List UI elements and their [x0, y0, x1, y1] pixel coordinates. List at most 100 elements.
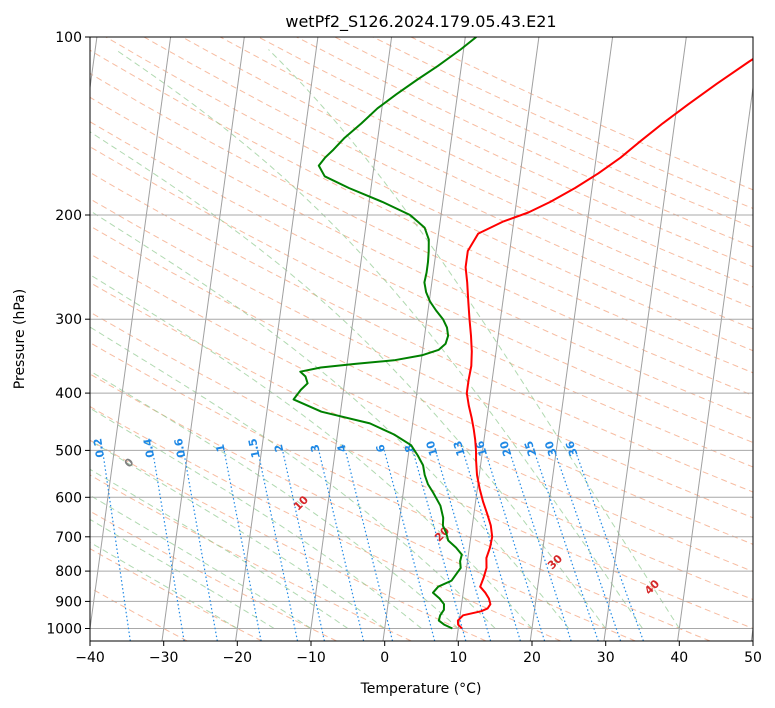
mixing-ratio-line	[257, 450, 299, 641]
moist-adiabat	[90, 210, 570, 629]
dry-adiabat	[143, 37, 753, 330]
mixing-ratio-label: 1	[214, 443, 228, 453]
y-axis-label: Pressure (hPa)	[12, 289, 28, 389]
moist-adiabat	[90, 407, 422, 629]
moist-adiabat	[268, 49, 680, 629]
moist-adiabat	[90, 541, 238, 629]
x-tick-label: −20	[223, 650, 253, 666]
mixing-ratio-label: 3	[308, 443, 322, 453]
dewpoint-profile-line	[292, 37, 477, 630]
moist-adiabat	[90, 439, 385, 629]
dry-adiabats	[90, 37, 753, 641]
y-tick-label: 500	[55, 443, 82, 459]
mixing-ratio-line	[182, 450, 218, 641]
y-tick-label: 300	[55, 312, 82, 328]
mixing-ratio-line	[102, 450, 131, 641]
y-tick-label: 900	[55, 594, 82, 610]
dry-adiabat	[105, 37, 753, 352]
mixing-ratio-label: 0.4	[141, 437, 157, 459]
dry-adiabat	[90, 373, 636, 641]
mixing-ratio-label: 0.2	[91, 437, 107, 458]
mixing-ratio-label: 2	[272, 443, 286, 453]
chart-title: wetPf2_S126.2024.179.05.43.E21	[285, 12, 556, 32]
sounding-profiles	[292, 37, 753, 630]
isotherms	[90, 37, 753, 641]
mixing-ratio-lines	[102, 450, 644, 641]
isotherm-line	[456, 37, 540, 641]
dry-adiabat	[90, 406, 561, 641]
dry-adiabat	[90, 548, 263, 641]
mixing-ratio-line	[508, 450, 572, 641]
mixing-ratio-line	[574, 450, 644, 641]
y-tick-label: 700	[55, 530, 82, 546]
dry-adiabat	[90, 225, 753, 545]
mixing-ratio-label: 0.6	[172, 437, 188, 459]
plot-frame	[89, 36, 754, 642]
dry-adiabat	[90, 198, 753, 519]
mixing-ratio-line	[344, 450, 394, 641]
mixing-ratio-label: 10	[424, 439, 441, 458]
mixing-ratio-label: 13	[451, 439, 468, 457]
mixing-ratio-line	[533, 450, 599, 641]
mixing-ratio-label: 1.5	[246, 437, 263, 459]
isotherm-line	[382, 37, 466, 641]
x-axis-ticks: −40 −30 −20 −10 0 10 20 30 40 50	[75, 641, 762, 666]
x-tick-label: 50	[744, 650, 762, 666]
x-tick-label: 10	[449, 650, 467, 666]
moist-adiabat	[90, 370, 459, 629]
moist-adiabat	[90, 468, 349, 629]
isobars	[90, 37, 753, 629]
mixing-ratio-label: 25	[522, 439, 539, 458]
moist-adiabat	[90, 274, 533, 629]
y-tick-label: 1000	[46, 622, 82, 638]
dry-adiabat	[90, 171, 753, 493]
mixing-ratio-label: 30	[542, 439, 559, 458]
isotherm-line	[603, 37, 687, 641]
dry-adiabat	[220, 37, 753, 288]
dry-adiabat	[90, 281, 753, 601]
x-tick-label: −40	[75, 650, 105, 666]
y-tick-label: 800	[55, 564, 82, 580]
y-axis-ticks: 100 200 300 400 500 600 700 800 900 1000	[46, 30, 90, 638]
mixing-ratio-line	[383, 450, 436, 641]
mixing-ratio-line	[434, 450, 492, 641]
mixing-ratio-line	[223, 450, 262, 641]
x-tick-label: −30	[149, 650, 179, 666]
moist-adiabat	[90, 326, 496, 629]
mixing-ratio-label: 4	[335, 443, 350, 454]
isotherm-line	[235, 37, 319, 641]
mixing-ratio-label: 16	[473, 439, 490, 458]
moist-adiabats	[90, 49, 680, 629]
mixing-ratio-line	[282, 450, 325, 641]
mixing-ratio-line	[553, 450, 622, 641]
dry-adiabat	[90, 96, 753, 420]
dry-adiabat	[90, 342, 711, 641]
isotherm-line	[529, 37, 614, 641]
mixing-ratio-label: 8	[402, 443, 417, 454]
x-tick-label: 30	[597, 650, 615, 666]
x-axis-label: Temperature (°C)	[360, 681, 482, 697]
mixing-ratio-line	[152, 450, 185, 641]
isotherm-line	[90, 37, 172, 633]
dry-adiabat	[90, 439, 487, 641]
plot-area: 0.10.20.40.611.52346810131620253036-100-…	[90, 37, 753, 641]
mixing-ratio-label: 20	[497, 439, 514, 458]
mixing-ratio-line	[484, 450, 546, 641]
dry-adiabat	[90, 510, 337, 641]
dry-adiabat	[90, 311, 753, 630]
mixing-ratio-line	[462, 450, 521, 641]
isotherm-line	[308, 37, 393, 641]
x-tick-label: 0	[380, 650, 389, 666]
moist-adiabat	[90, 131, 607, 629]
mixing-ratio-line	[318, 450, 365, 641]
y-tick-label: 100	[55, 30, 82, 46]
x-tick-label: −10	[296, 650, 326, 666]
y-tick-label: 600	[55, 490, 82, 506]
mixing-ratio-line	[412, 450, 467, 641]
moist-adiabat	[115, 49, 643, 629]
isotherm-line	[161, 37, 245, 641]
y-tick-label: 200	[55, 208, 82, 224]
mixing-ratio-label: 36	[563, 439, 581, 458]
